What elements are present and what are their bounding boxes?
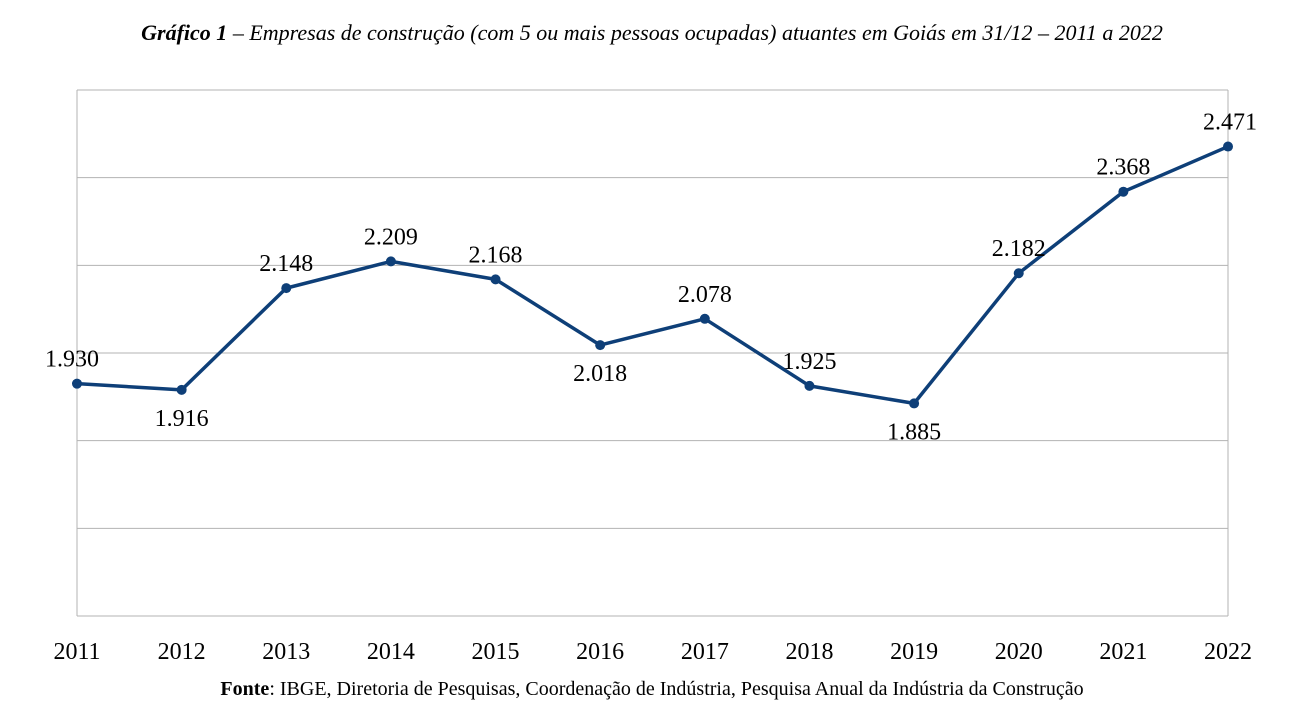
data-point — [1118, 186, 1129, 197]
data-label: 2.168 — [469, 242, 523, 268]
data-point — [72, 378, 82, 389]
data-label: 1.916 — [155, 406, 209, 432]
data-point — [1013, 268, 1024, 279]
chart-source: Fonte: IBGE, Diretoria de Pesquisas, Coo… — [0, 678, 1304, 701]
data-point — [804, 380, 815, 391]
data-point — [909, 398, 920, 409]
source-text: : IBGE, Diretoria de Pesquisas, Coordena… — [269, 678, 1084, 700]
data-label: 1.925 — [782, 349, 836, 375]
data-label: 2.078 — [678, 282, 732, 308]
x-tick-label: 2020 — [995, 639, 1043, 665]
x-tick-label: 2022 — [1204, 639, 1252, 665]
data-point — [1223, 141, 1233, 152]
source-lead: Fonte — [220, 678, 270, 700]
data-label: 1.885 — [887, 419, 941, 445]
data-label: 2.018 — [573, 361, 627, 387]
chart-title-text: – Empresas de construção (com 5 ou mais … — [227, 20, 1163, 45]
data-point — [385, 256, 396, 267]
series-line — [76, 144, 1229, 406]
data-label: 2.209 — [364, 224, 418, 250]
chart-title-lead: Gráfico 1 — [141, 20, 228, 45]
data-label: 2.148 — [259, 251, 313, 277]
data-point — [176, 384, 187, 395]
x-tick-label: 2011 — [53, 639, 100, 665]
data-point — [699, 313, 710, 324]
data-label: 1.930 — [45, 347, 99, 373]
x-tick-label: 2021 — [1099, 639, 1147, 665]
x-tick-label: 2015 — [472, 639, 520, 665]
chart-title: Gráfico 1 – Empresas de construção (com … — [30, 18, 1274, 48]
x-tick-label: 2014 — [367, 639, 415, 665]
data-label: 2.471 — [1203, 110, 1257, 136]
data-point — [490, 274, 501, 285]
x-tick-label: 2017 — [681, 639, 729, 665]
data-point — [281, 283, 292, 294]
grid-lines — [76, 89, 1229, 617]
data-label: 2.368 — [1096, 155, 1150, 181]
data-point — [595, 340, 606, 351]
series — [72, 141, 1233, 409]
x-tick-label: 2018 — [785, 639, 833, 665]
data-label: 2.182 — [992, 236, 1046, 262]
data-labels: 1.930 1.916 2.148 2.209 2.168 2.018 2.078 1.925… — [45, 110, 1257, 446]
x-tick-label: 2016 — [576, 639, 624, 665]
x-tick-label: 2019 — [890, 639, 938, 665]
x-tick-label: 2013 — [262, 639, 310, 665]
x-tick-label: 2012 — [158, 639, 206, 665]
x-axis: 2011 2012 2013 2014 2015 2016 2017 2018 2019 2020… — [53, 639, 1252, 665]
